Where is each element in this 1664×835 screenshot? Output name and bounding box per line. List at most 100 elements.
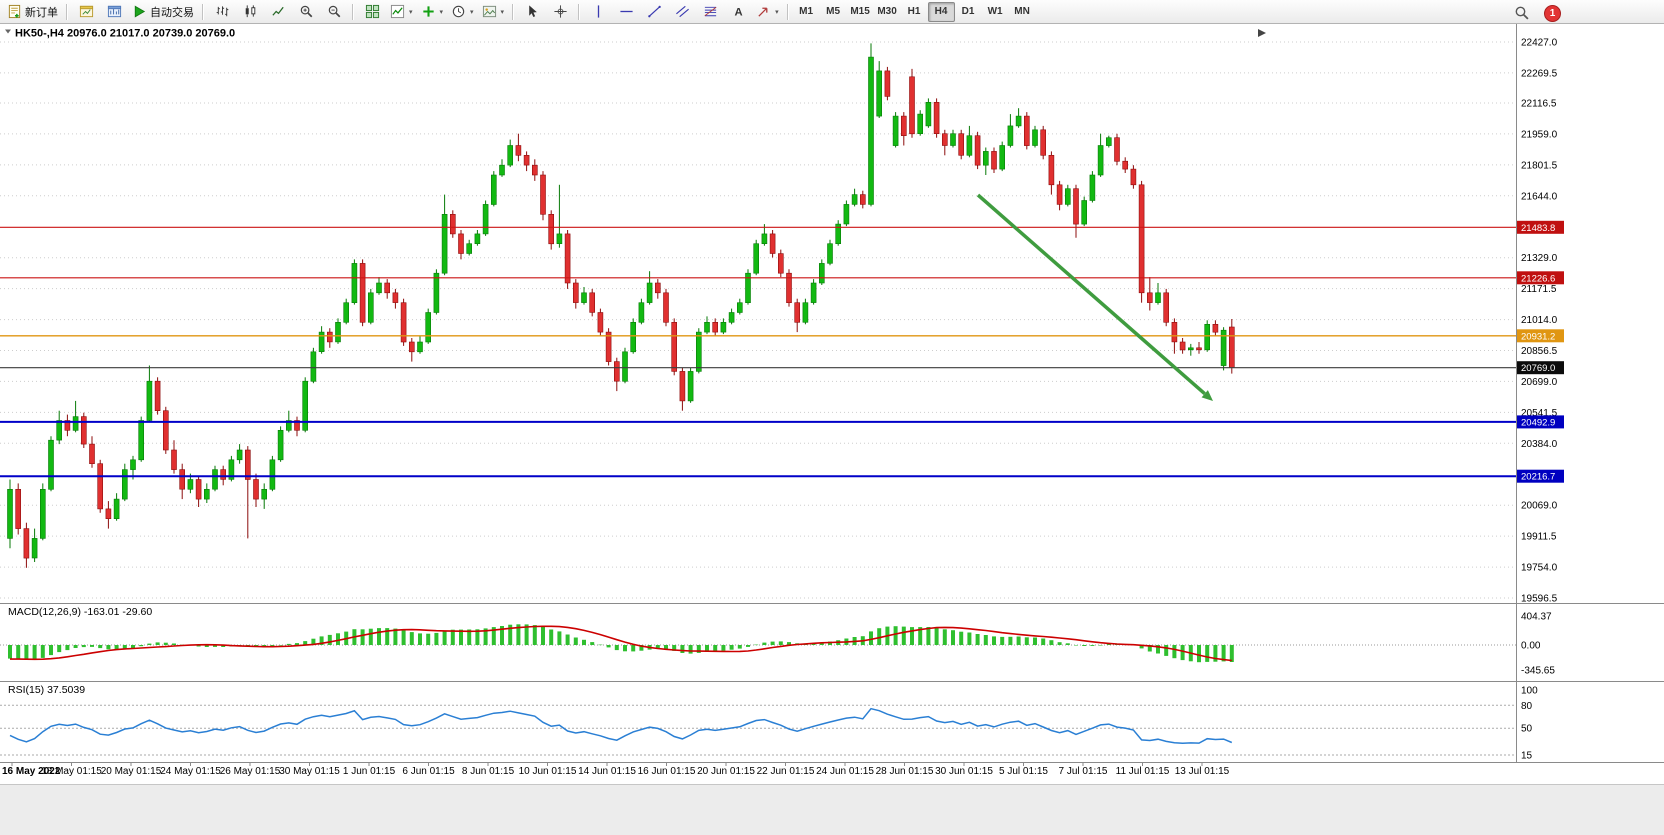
trendline-button[interactable] bbox=[640, 1, 668, 23]
search-icon[interactable] bbox=[1508, 2, 1536, 24]
bar-chart-button[interactable] bbox=[208, 1, 236, 23]
svg-text:16 May 2022: 16 May 2022 bbox=[2, 766, 61, 777]
trend-arrow-annotation[interactable] bbox=[976, 193, 1213, 401]
tile-windows-icon bbox=[365, 4, 380, 19]
svg-text:30 Jun 01:15: 30 Jun 01:15 bbox=[935, 766, 993, 777]
rsi-label: RSI(15) 37.5039 bbox=[8, 684, 85, 696]
arrows-button[interactable]: ▾ bbox=[752, 1, 783, 23]
autotrading-button[interactable]: 自动交易 bbox=[128, 1, 198, 23]
svg-text:21801.5: 21801.5 bbox=[1521, 160, 1558, 171]
svg-text:19911.5: 19911.5 bbox=[1521, 532, 1557, 543]
templates-button[interactable]: ▾ bbox=[478, 1, 509, 23]
toolbar: 新订单 自动交易 ▾ ▾ ▾ ▾ A ▾ M1 M5 M15 M30 H1 H4 D1 W1 MN 1 bbox=[0, 0, 1664, 24]
channel-icon bbox=[675, 4, 690, 19]
svg-text:14 Jun 01:15: 14 Jun 01:15 bbox=[578, 766, 636, 777]
svg-text:11 Jul 01:15: 11 Jul 01:15 bbox=[1116, 766, 1170, 777]
toolbar-separator bbox=[578, 3, 581, 20]
trendline-icon bbox=[647, 4, 662, 19]
crosshair-button[interactable] bbox=[546, 1, 574, 23]
svg-text:21644.0: 21644.0 bbox=[1521, 191, 1558, 202]
indicator-list-icon bbox=[390, 4, 405, 19]
profiles-button[interactable] bbox=[100, 1, 128, 23]
add-indicator-button[interactable]: ▾ bbox=[417, 1, 448, 23]
timeframe-m1-button[interactable]: M1 bbox=[799, 6, 814, 17]
price-badges: 21483.8 21226.6 20931.2 20769.0 20492.9 20216… bbox=[1517, 220, 1564, 483]
svg-text:5 Jul 01:15: 5 Jul 01:15 bbox=[999, 766, 1048, 777]
svg-text:21959.0: 21959.0 bbox=[1521, 129, 1558, 140]
horizontal-line-button[interactable] bbox=[612, 1, 640, 23]
timeframe-h1-button[interactable]: H1 bbox=[907, 6, 921, 17]
rsi-line bbox=[9, 707, 1233, 744]
candlestick-icon bbox=[243, 4, 258, 19]
notification-badge[interactable]: 1 bbox=[1544, 4, 1561, 22]
channel-button[interactable] bbox=[668, 1, 696, 23]
chart-shift-marker bbox=[1258, 29, 1266, 37]
svg-text:20069.0: 20069.0 bbox=[1521, 501, 1558, 512]
svg-text:8 Jun 01:15: 8 Jun 01:15 bbox=[462, 766, 515, 777]
timeframe-h4-button[interactable]: H4 bbox=[927, 1, 955, 22]
toolbar-separator bbox=[512, 3, 515, 20]
svg-text:22116.5: 22116.5 bbox=[1521, 99, 1557, 110]
cursor-button[interactable] bbox=[518, 1, 546, 23]
svg-text:7 Jul 01:15: 7 Jul 01:15 bbox=[1059, 766, 1108, 777]
vertical-line-icon bbox=[591, 4, 606, 19]
svg-text:19754.0: 19754.0 bbox=[1521, 563, 1558, 574]
charts-window-button[interactable] bbox=[72, 1, 100, 23]
text-label-button[interactable]: A bbox=[724, 1, 752, 23]
crosshair-icon bbox=[553, 4, 568, 19]
timeframe-m5-button[interactable]: M5 bbox=[826, 6, 841, 17]
profiles-icon bbox=[107, 4, 122, 19]
fibonacci-button[interactable] bbox=[696, 1, 724, 23]
add-indicator-icon bbox=[421, 4, 436, 19]
toolbar-separator bbox=[202, 3, 204, 20]
svg-text:404.37: 404.37 bbox=[1521, 612, 1552, 623]
chevron-down-icon: ▾ bbox=[409, 8, 413, 16]
svg-text:20769.0: 20769.0 bbox=[1521, 363, 1555, 374]
timeframe-mn-button[interactable]: MN bbox=[1014, 6, 1030, 17]
horizontal-line-icon bbox=[619, 4, 634, 19]
svg-text:24 May 01:15: 24 May 01:15 bbox=[160, 766, 221, 777]
svg-text:18 May 01:15: 18 May 01:15 bbox=[41, 766, 102, 777]
periods-button[interactable]: ▾ bbox=[447, 1, 478, 23]
autotrading-play-icon bbox=[132, 4, 147, 19]
chevron-down-icon: ▾ bbox=[775, 8, 779, 16]
chevron-down-icon: ▾ bbox=[470, 8, 474, 16]
zoom-in-icon bbox=[299, 4, 314, 19]
svg-text:6 Jun 01:15: 6 Jun 01:15 bbox=[402, 766, 455, 777]
indicator-list-button[interactable]: ▾ bbox=[386, 1, 417, 23]
price-axis[interactable]: 22427.0 22269.5 22116.5 21959.0 21801.5 21644… bbox=[1521, 38, 1558, 605]
chart-window-icon bbox=[79, 4, 94, 19]
rsi-panel: RSI(15) 37.5039 100 80 50 15 bbox=[0, 684, 1538, 762]
text-icon: A bbox=[731, 4, 746, 19]
new-order-button[interactable]: 新订单 bbox=[3, 1, 62, 23]
zoom-in-button[interactable] bbox=[292, 1, 320, 23]
autotrading-button-label: 自动交易 bbox=[150, 6, 194, 19]
line-chart-button[interactable] bbox=[264, 1, 292, 23]
template-icon bbox=[482, 4, 497, 19]
svg-text:20216.7: 20216.7 bbox=[1521, 472, 1555, 483]
timeframe-m30-button[interactable]: M30 bbox=[877, 6, 897, 17]
quote-collapse-icon[interactable] bbox=[5, 29, 11, 34]
zoom-out-button[interactable] bbox=[320, 1, 348, 23]
tile-windows-button[interactable] bbox=[358, 1, 386, 23]
svg-text:0.00: 0.00 bbox=[1521, 641, 1541, 652]
svg-text:-345.65: -345.65 bbox=[1521, 666, 1555, 677]
svg-text:20931.2: 20931.2 bbox=[1521, 331, 1555, 342]
new-order-icon bbox=[7, 4, 22, 19]
svg-text:A: A bbox=[734, 6, 742, 18]
line-chart-icon bbox=[271, 4, 286, 19]
svg-text:20856.5: 20856.5 bbox=[1521, 346, 1558, 357]
svg-text:21171.5: 21171.5 bbox=[1521, 284, 1557, 295]
timeframe-w1-button[interactable]: W1 bbox=[987, 6, 1003, 17]
timeframe-d1-button[interactable]: D1 bbox=[961, 6, 975, 17]
timeframe-m15-button[interactable]: M15 bbox=[850, 6, 870, 17]
clock-icon bbox=[451, 4, 466, 19]
candlestick-chart-button[interactable] bbox=[236, 1, 264, 23]
vertical-line-button[interactable] bbox=[584, 1, 612, 23]
svg-text:20384.0: 20384.0 bbox=[1521, 439, 1558, 450]
chevron-down-icon: ▾ bbox=[439, 8, 444, 16]
bar-chart-icon bbox=[215, 4, 230, 19]
svg-text:80: 80 bbox=[1521, 701, 1533, 712]
